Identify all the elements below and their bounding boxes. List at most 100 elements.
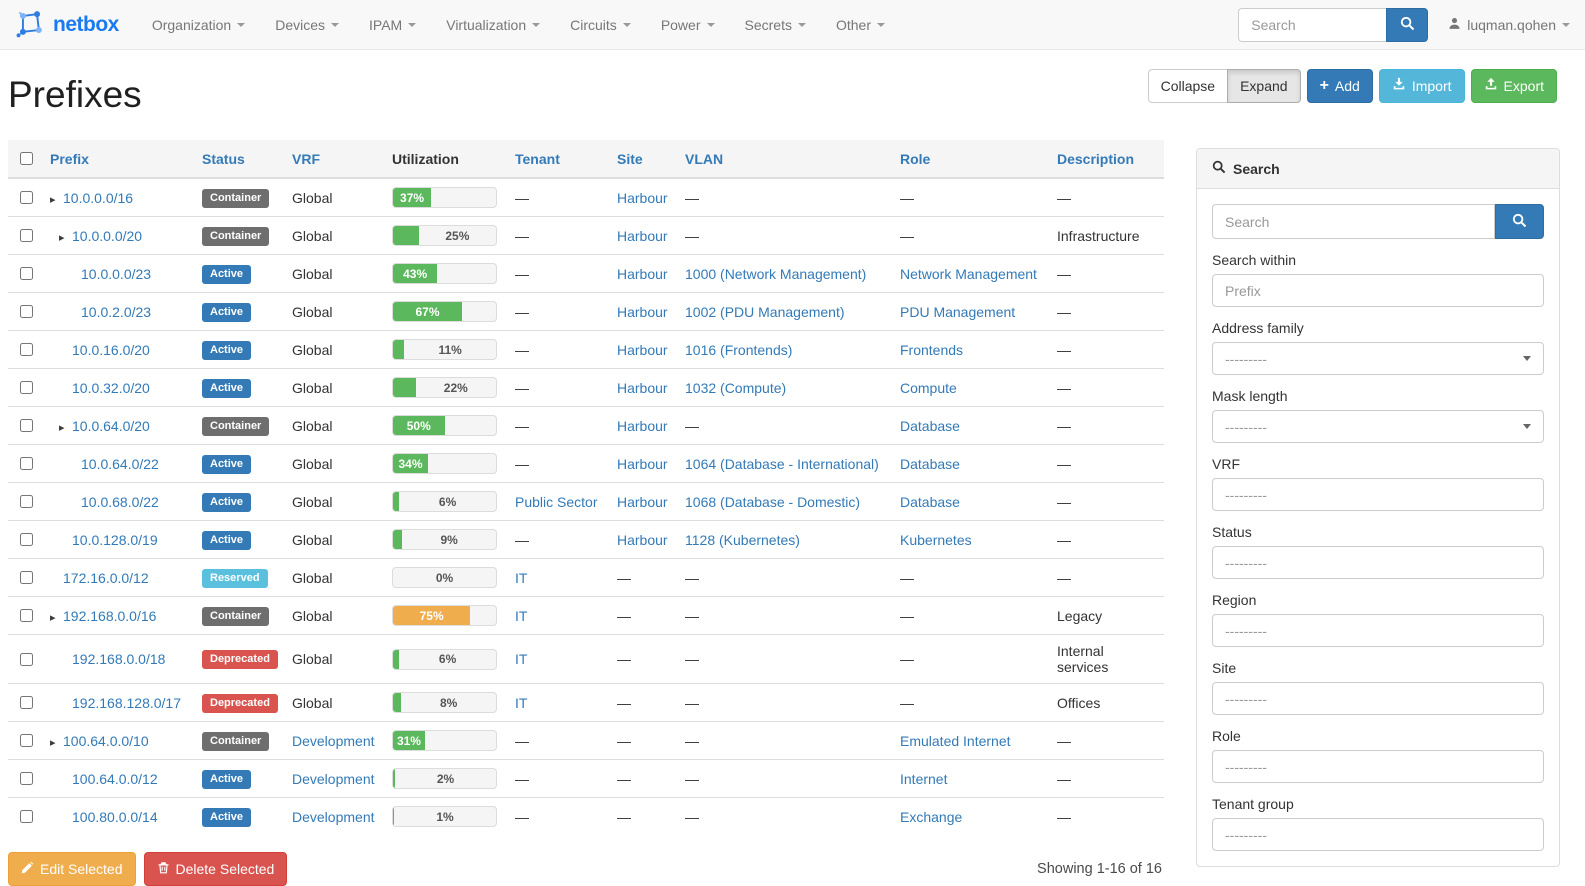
row-checkbox[interactable]	[20, 696, 33, 709]
prefix-link[interactable]: 100.64.0.0/12	[72, 770, 158, 787]
row-checkbox[interactable]	[20, 267, 33, 280]
vlan-link[interactable]: 1000 (Network Management)	[685, 265, 867, 282]
vlan-link[interactable]: 1002 (PDU Management)	[685, 303, 845, 320]
tenant-link[interactable]: Public Sector	[515, 493, 598, 510]
user-menu[interactable]: luqman.qohen	[1448, 17, 1570, 33]
collapse-button[interactable]: Collapse	[1147, 69, 1229, 103]
row-checkbox[interactable]	[20, 343, 33, 356]
row-checkbox[interactable]	[20, 191, 33, 204]
site-link[interactable]: Harbour	[617, 493, 668, 510]
filter-input-search-within[interactable]	[1212, 274, 1544, 307]
sort-link[interactable]: Site	[617, 150, 643, 167]
add-button[interactable]: + Add	[1306, 69, 1373, 103]
prefix-link[interactable]: 10.0.64.0/22	[81, 455, 159, 472]
nav-menu-power[interactable]: Power	[646, 0, 730, 50]
site-link[interactable]: Harbour	[617, 303, 668, 320]
sort-link[interactable]: VLAN	[685, 150, 724, 167]
prefix-link[interactable]: 10.0.0.0/20	[72, 227, 143, 244]
vlan-link[interactable]: 1064 (Database - International)	[685, 455, 879, 472]
tenant-link[interactable]: IT	[515, 694, 528, 711]
prefix-link[interactable]: 172.16.0.0/12	[63, 569, 149, 586]
row-checkbox[interactable]	[20, 419, 33, 432]
prefix-link[interactable]: 100.64.0.0/10	[63, 732, 149, 749]
nav-menu-devices[interactable]: Devices	[260, 0, 354, 50]
nav-menu-circuits[interactable]: Circuits	[555, 0, 646, 50]
row-checkbox[interactable]	[20, 305, 33, 318]
vrf-link[interactable]: Development	[292, 732, 375, 749]
site-link[interactable]: Harbour	[617, 341, 668, 358]
filter-select-mask-length[interactable]: ---------	[1212, 410, 1544, 443]
role-link[interactable]: Frontends	[900, 341, 964, 358]
filter-select-address-family[interactable]: ---------	[1212, 342, 1544, 375]
vlan-link[interactable]: 1068 (Database - Domestic)	[685, 493, 861, 510]
sort-link[interactable]: Description	[1057, 150, 1135, 167]
sort-link[interactable]: Role	[900, 150, 931, 167]
prefix-link[interactable]: 10.0.32.0/20	[72, 379, 150, 396]
delete-selected-button[interactable]: Delete Selected	[143, 852, 288, 886]
expand-button[interactable]: Expand	[1227, 69, 1301, 103]
site-link[interactable]: Harbour	[617, 265, 668, 282]
vlan-link[interactable]: 1016 (Frontends)	[685, 341, 793, 358]
export-button[interactable]: Export	[1470, 69, 1557, 103]
vlan-link[interactable]: 1032 (Compute)	[685, 379, 787, 396]
filter-select-role[interactable]: ---------	[1212, 750, 1544, 783]
row-checkbox[interactable]	[20, 533, 33, 546]
sort-link[interactable]: VRF	[292, 150, 320, 167]
nav-menu-secrets[interactable]: Secrets	[730, 0, 821, 50]
sort-link[interactable]: Prefix	[50, 150, 89, 167]
filter-select-vrf[interactable]: ---------	[1212, 478, 1544, 511]
site-link[interactable]: Harbour	[617, 379, 668, 396]
nav-menu-other[interactable]: Other	[821, 0, 900, 50]
prefix-link[interactable]: 192.168.0.0/18	[72, 651, 166, 667]
prefix-link[interactable]: 10.0.16.0/20	[72, 341, 150, 358]
row-checkbox[interactable]	[20, 609, 33, 622]
row-checkbox[interactable]	[20, 652, 33, 666]
site-link[interactable]: Harbour	[617, 531, 668, 548]
role-link[interactable]: Network Management	[900, 265, 1037, 282]
prefix-link[interactable]: 10.0.68.0/22	[81, 493, 159, 510]
tenant-link[interactable]: IT	[515, 607, 528, 624]
role-link[interactable]: Database	[900, 455, 960, 472]
tenant-link[interactable]: IT	[515, 569, 528, 586]
nav-menu-virtualization[interactable]: Virtualization	[431, 0, 555, 50]
tenant-link[interactable]: IT	[515, 651, 528, 667]
edit-selected-button[interactable]: Edit Selected	[8, 852, 136, 886]
select-all-checkbox[interactable]	[20, 152, 33, 165]
filter-select-region[interactable]: ---------	[1212, 614, 1544, 647]
role-link[interactable]: Kubernetes	[900, 531, 972, 548]
row-checkbox[interactable]	[20, 734, 33, 747]
filter-select-status[interactable]: ---------	[1212, 546, 1544, 579]
row-checkbox[interactable]	[20, 810, 33, 823]
import-button[interactable]: Import	[1378, 69, 1465, 103]
filter-select-site[interactable]: ---------	[1212, 682, 1544, 715]
sort-link[interactable]: Tenant	[515, 150, 560, 167]
prefix-link[interactable]: 10.0.64.0/20	[72, 417, 150, 434]
row-checkbox[interactable]	[20, 457, 33, 470]
sort-link[interactable]: Status	[202, 150, 245, 167]
filter-search-button[interactable]	[1495, 204, 1544, 239]
prefix-link[interactable]: 192.168.128.0/17	[72, 694, 181, 711]
site-link[interactable]: Harbour	[617, 189, 668, 206]
global-search-button[interactable]	[1386, 7, 1429, 42]
row-checkbox[interactable]	[20, 229, 33, 242]
global-search-input[interactable]	[1238, 7, 1387, 42]
netbox-logo[interactable]: netbox	[15, 8, 119, 41]
role-link[interactable]: Database	[900, 417, 960, 434]
nav-menu-ipam[interactable]: IPAM	[354, 0, 431, 50]
role-link[interactable]: Internet	[900, 770, 948, 787]
site-link[interactable]: Harbour	[617, 455, 668, 472]
role-link[interactable]: Compute	[900, 379, 957, 396]
site-link[interactable]: Harbour	[617, 417, 668, 434]
vrf-link[interactable]: Development	[292, 808, 375, 825]
prefix-link[interactable]: 10.0.128.0/19	[72, 531, 158, 548]
role-link[interactable]: Database	[900, 493, 960, 510]
role-link[interactable]: PDU Management	[900, 303, 1016, 320]
row-checkbox[interactable]	[20, 571, 33, 584]
prefix-link[interactable]: 100.80.0.0/14	[72, 808, 158, 825]
site-link[interactable]: Harbour	[617, 227, 668, 244]
filter-select-tenant-group[interactable]: ---------	[1212, 818, 1544, 851]
vlan-link[interactable]: 1128 (Kubernetes)	[685, 531, 800, 548]
row-checkbox[interactable]	[20, 772, 33, 785]
filter-search-input[interactable]	[1212, 204, 1495, 239]
nav-menu-organization[interactable]: Organization	[137, 0, 260, 50]
